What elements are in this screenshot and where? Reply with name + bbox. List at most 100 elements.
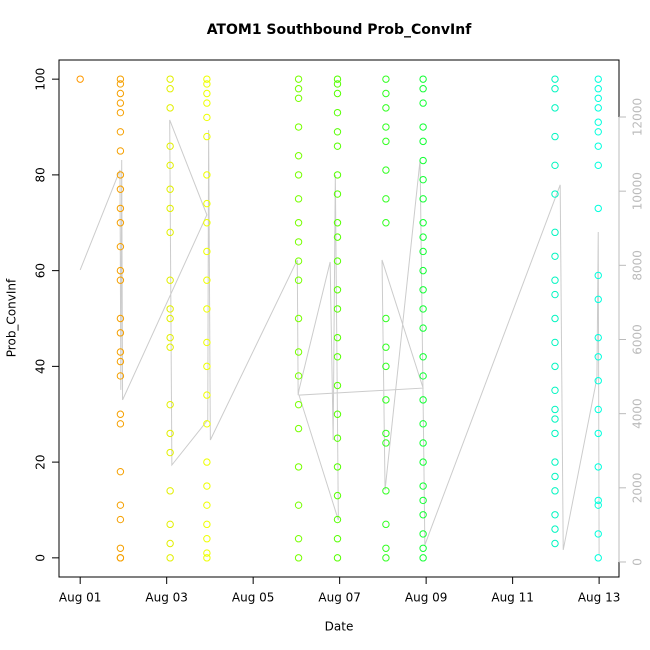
point bbox=[419, 372, 427, 380]
point bbox=[116, 185, 125, 193]
point bbox=[594, 204, 602, 213]
point bbox=[382, 439, 390, 447]
x-tick-label: Aug 03 bbox=[145, 591, 188, 605]
point bbox=[116, 108, 125, 117]
point bbox=[116, 420, 125, 428]
point bbox=[116, 128, 125, 136]
point bbox=[203, 75, 211, 83]
point bbox=[333, 89, 342, 98]
point bbox=[166, 204, 174, 213]
y2-tick-label: 4000 bbox=[631, 398, 645, 429]
point bbox=[333, 381, 342, 390]
point bbox=[294, 195, 303, 203]
point bbox=[551, 85, 559, 93]
point bbox=[382, 554, 390, 562]
point bbox=[551, 104, 559, 112]
point bbox=[382, 314, 390, 323]
point bbox=[166, 400, 174, 409]
point bbox=[551, 415, 559, 423]
y2-tick-label: 10000 bbox=[631, 172, 645, 210]
point bbox=[333, 515, 342, 524]
point bbox=[166, 554, 174, 562]
point bbox=[166, 448, 174, 457]
point bbox=[166, 75, 174, 83]
point bbox=[419, 458, 427, 466]
point bbox=[333, 554, 342, 562]
point bbox=[382, 343, 390, 351]
point bbox=[419, 511, 427, 519]
y2-tick-label: 0 bbox=[631, 558, 645, 566]
point bbox=[116, 80, 125, 88]
point bbox=[594, 118, 602, 126]
point bbox=[333, 233, 342, 241]
point bbox=[203, 247, 211, 256]
point bbox=[594, 333, 602, 342]
point bbox=[594, 530, 602, 538]
point bbox=[333, 257, 342, 265]
point bbox=[294, 238, 303, 246]
point bbox=[551, 386, 559, 395]
point bbox=[382, 89, 390, 98]
point bbox=[333, 286, 342, 294]
point bbox=[166, 276, 174, 284]
point bbox=[333, 219, 342, 227]
point bbox=[551, 458, 559, 466]
point bbox=[203, 549, 211, 557]
point bbox=[594, 377, 602, 385]
point bbox=[594, 161, 602, 170]
x-tick-label: Aug 09 bbox=[405, 591, 448, 605]
point bbox=[419, 175, 427, 184]
point bbox=[203, 554, 211, 562]
point bbox=[294, 123, 303, 131]
point bbox=[203, 171, 211, 179]
point bbox=[419, 247, 427, 256]
point bbox=[116, 467, 125, 476]
point bbox=[116, 515, 125, 524]
point bbox=[166, 104, 174, 112]
point bbox=[419, 195, 427, 203]
point bbox=[551, 405, 559, 414]
point bbox=[76, 75, 84, 83]
point bbox=[166, 520, 174, 529]
point bbox=[203, 501, 211, 509]
point bbox=[594, 128, 602, 136]
point bbox=[333, 305, 342, 313]
point bbox=[382, 104, 390, 112]
point bbox=[551, 75, 559, 83]
point bbox=[116, 348, 125, 356]
point bbox=[116, 410, 125, 418]
point bbox=[419, 439, 427, 447]
point bbox=[294, 94, 303, 102]
point bbox=[551, 338, 559, 347]
point bbox=[419, 420, 427, 428]
point bbox=[551, 161, 559, 170]
y-tick-label: 0 bbox=[34, 554, 48, 562]
point bbox=[551, 190, 559, 198]
point bbox=[594, 295, 602, 304]
point bbox=[551, 228, 559, 237]
point bbox=[203, 99, 211, 107]
x-tick-label: Aug 11 bbox=[491, 591, 534, 605]
point bbox=[551, 314, 559, 323]
x-tick-label: Aug 05 bbox=[232, 591, 275, 605]
point bbox=[419, 85, 427, 93]
point bbox=[382, 520, 390, 529]
point bbox=[419, 99, 427, 107]
point bbox=[333, 75, 342, 83]
point bbox=[594, 142, 602, 150]
point bbox=[382, 362, 390, 371]
point bbox=[203, 391, 211, 399]
point bbox=[419, 137, 427, 146]
point bbox=[382, 429, 390, 438]
y-tick-label: 40 bbox=[34, 359, 48, 374]
point bbox=[166, 305, 174, 313]
point bbox=[203, 276, 211, 284]
point bbox=[419, 496, 427, 505]
y-tick-label: 80 bbox=[34, 167, 48, 182]
y2-tick-label: 8000 bbox=[631, 250, 645, 281]
point bbox=[166, 185, 174, 193]
point bbox=[594, 463, 602, 471]
point bbox=[419, 266, 427, 275]
point bbox=[551, 252, 559, 260]
point bbox=[382, 195, 390, 203]
